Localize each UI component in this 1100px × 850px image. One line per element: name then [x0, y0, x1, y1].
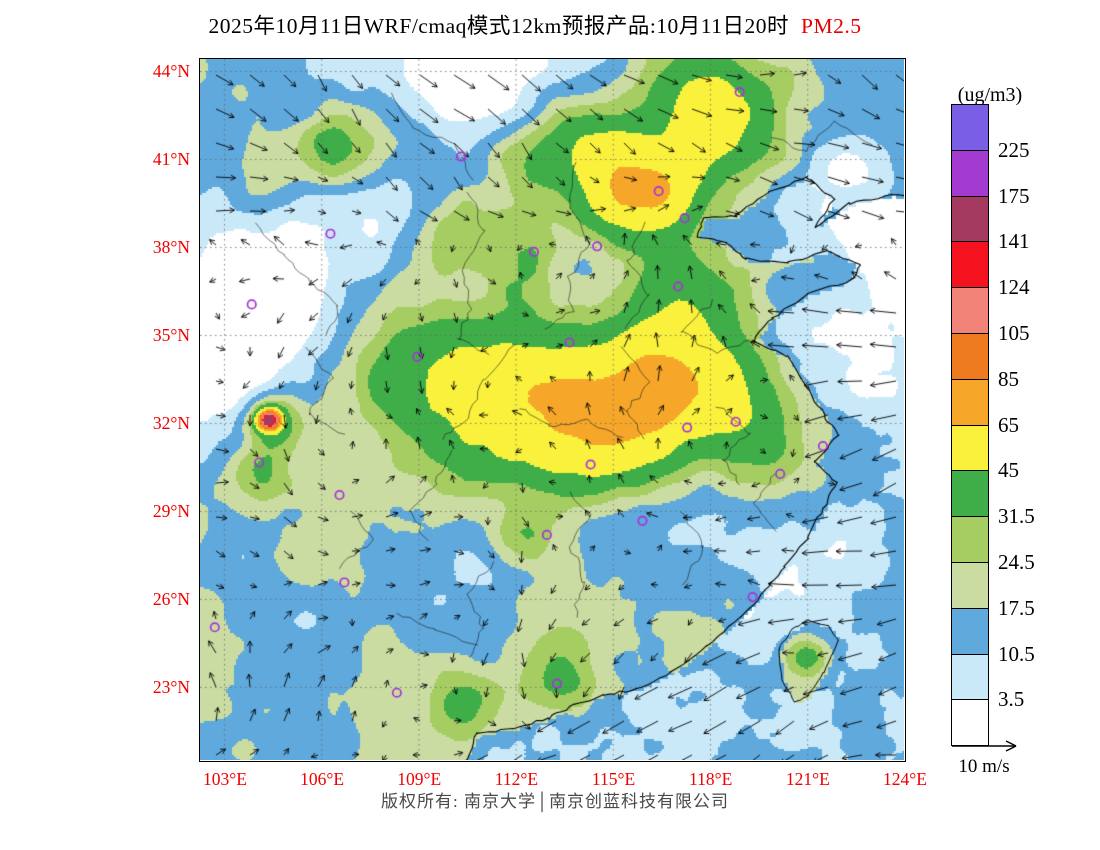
colorbar-level-label: 45: [998, 458, 1019, 483]
lon-tick-label: 124°E: [882, 769, 927, 789]
lon-tick-label: 106°E: [300, 769, 345, 789]
colorbar-cell: [951, 333, 989, 380]
colorbar-level-label: 124: [998, 275, 1030, 300]
colorbar-level-label: 17.5: [998, 595, 1035, 620]
lat-tick-label: 26°N: [152, 589, 190, 609]
colorbar-level-label: 175: [998, 183, 1030, 208]
colorbar-cell: [951, 104, 989, 151]
colorbar-cell: [951, 699, 989, 747]
lat-tick-label: 32°N: [152, 413, 190, 433]
lat-tick-label: 23°N: [152, 677, 190, 697]
colorbar-cell: [951, 653, 989, 701]
colorbar-cell: [951, 195, 989, 243]
colorbar-level-label: 3.5: [998, 687, 1025, 712]
lon-tick-label: 103°E: [203, 769, 247, 789]
lon-tick-label: 109°E: [397, 769, 442, 789]
colorbar-level-label: 141: [998, 229, 1030, 254]
copyright-footer: 版权所有: 南京大学│南京创蓝科技有限公司: [380, 792, 730, 811]
lat-tick-label: 29°N: [152, 501, 190, 521]
wind-scale-label: 10 m/s: [958, 756, 1010, 777]
page-title: 2025年10月11日WRF/cmaq模式12km预报产品:10月11日20时 P…: [80, 9, 990, 40]
lon-tick-label: 121°E: [785, 769, 830, 789]
title-text: 2025年10月11日WRF/cmaq模式12km预报产品:10月11日20时: [208, 14, 790, 38]
lat-tick-label: 35°N: [152, 325, 190, 345]
colorbar-cell: [951, 424, 989, 472]
lat-tick-label: 41°N: [152, 149, 190, 169]
colorbar-level-label: 85: [998, 366, 1019, 391]
colorbar-units: (ug/m3): [957, 84, 1023, 106]
colorbar-level-label: 24.5: [998, 550, 1035, 574]
colorbar-cell: [951, 607, 989, 655]
colorbar-level-label: 31.5: [998, 504, 1035, 529]
colorbar-cell: [951, 287, 989, 334]
colorbar-cell: [951, 149, 989, 197]
colorbar-cell: [951, 470, 989, 518]
map-frame: [199, 58, 906, 762]
colorbar-cell: [951, 241, 989, 289]
lon-tick-label: 115°E: [591, 769, 636, 789]
lat-tick-label: 44°N: [152, 61, 190, 81]
colorbar-cell: [951, 378, 989, 426]
colorbar-level-label: 105: [998, 321, 1030, 345]
lon-tick-label: 112°E: [494, 769, 539, 789]
colorbar-cell: [951, 516, 989, 563]
colorbar-level-label: 225: [998, 137, 1030, 162]
colorbar-cell: [951, 562, 989, 609]
lat-tick-label: 38°N: [152, 237, 190, 257]
pm25-concentration-map: [200, 59, 904, 760]
lon-tick-label: 118°E: [689, 769, 733, 789]
colorbar-level-label: 10.5: [998, 641, 1035, 666]
pollutant-label: PM2.5: [801, 14, 862, 38]
colorbar-level-label: 65: [998, 412, 1019, 437]
